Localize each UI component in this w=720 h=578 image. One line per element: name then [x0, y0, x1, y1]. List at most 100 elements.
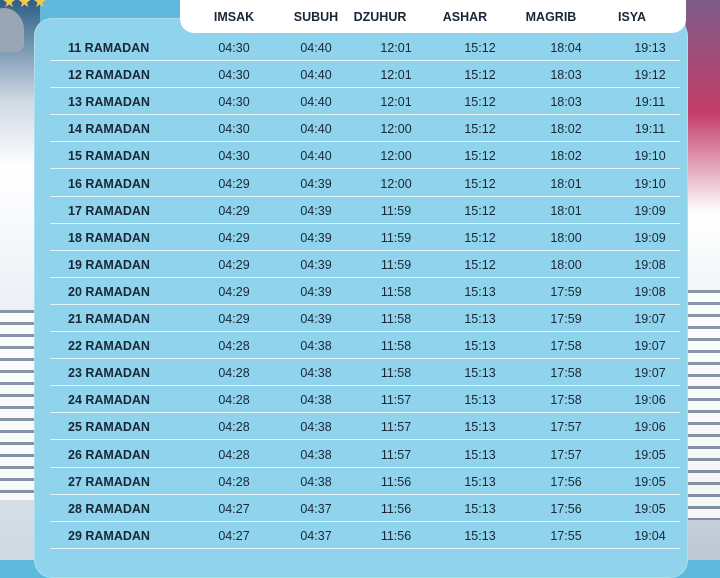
table-row: 12 RAMADAN 04:30 04:40 12:01 15:12 18:03 19:12: [50, 60, 680, 89]
time-magrib: 18:02: [550, 122, 582, 137]
time-subuh: 04:39: [300, 257, 332, 272]
time-subuh: 04:40: [300, 41, 332, 55]
time-ashar: 15:13: [464, 528, 496, 543]
time-dzuhur: 12:01: [380, 95, 412, 110]
table-row: 16 RAMADAN 04:29 04:39 12:00 15:12 18:01 19:10: [50, 169, 680, 197]
time-dzuhur: 12:00: [380, 122, 412, 137]
time-imsak: 04:29: [218, 284, 250, 299]
time-dzuhur: 12:00: [380, 149, 412, 164]
time-ashar: 15:12: [464, 122, 496, 137]
time-ashar: 15:13: [464, 474, 496, 489]
time-imsak: 04:29: [218, 230, 250, 245]
time-dzuhur: 11:58: [380, 339, 412, 354]
time-subuh: 04:38: [300, 339, 332, 354]
time-isya: 19:07: [634, 366, 666, 381]
day-label: 12 RAMADAN: [68, 68, 150, 83]
time-subuh: 04:38: [300, 366, 332, 381]
time-ashar: 15:12: [464, 257, 496, 272]
time-subuh: 04:38: [300, 420, 332, 435]
time-magrib: 18:03: [550, 95, 582, 110]
time-subuh: 04:40: [300, 95, 332, 110]
day-label: 28 RAMADAN: [68, 501, 150, 516]
time-dzuhur: 11:56: [380, 528, 412, 543]
time-isya: 19:07: [634, 339, 666, 354]
time-imsak: 04:28: [218, 447, 250, 462]
header-ashar: ASHAR: [442, 10, 488, 24]
day-label: 16 RAMADAN: [68, 176, 150, 191]
day-label: 19 RAMADAN: [68, 257, 150, 272]
time-imsak: 04:27: [218, 528, 250, 543]
time-ashar: 15:13: [464, 366, 496, 381]
schedule-table: [34, 18, 688, 578]
time-ashar: 15:12: [464, 95, 496, 110]
time-isya: 19:06: [634, 420, 666, 435]
time-magrib: 17:56: [550, 474, 582, 489]
day-label: 22 RAMADAN: [68, 339, 150, 354]
table-row: 11 RAMADAN 04:30 04:40 12:01 15:12 18:04 19:13: [50, 33, 680, 61]
time-ashar: 15:13: [464, 501, 496, 516]
time-isya: 19:09: [634, 203, 666, 218]
time-ashar: 15:12: [464, 68, 496, 83]
time-isya: 19:08: [634, 284, 666, 299]
time-isya: 19:10: [634, 176, 666, 191]
day-label: 24 RAMADAN: [68, 393, 150, 408]
table-row: 25 RAMADAN 04:28 04:38 11:57 15:13 17:57 19:06: [50, 412, 680, 441]
day-label: 25 RAMADAN: [68, 420, 150, 435]
time-magrib: 17:57: [550, 447, 582, 462]
time-subuh: 04:38: [300, 393, 332, 408]
time-isya: 19:11: [634, 122, 666, 137]
time-imsak: 04:30: [218, 149, 250, 164]
day-label: 23 RAMADAN: [68, 366, 150, 381]
day-label: 29 RAMADAN: [68, 528, 150, 543]
time-magrib: 18:02: [550, 149, 582, 164]
time-ashar: 15:13: [464, 420, 496, 435]
table-row: 28 RAMADAN 04:27 04:37 11:56 15:13 17:56 19:05: [50, 494, 680, 522]
time-ashar: 15:12: [464, 149, 496, 164]
table-row: 29 RAMADAN 04:27 04:37 11:56 15:13 17:55 19:04: [50, 521, 680, 549]
header-pill: [180, 0, 686, 33]
time-dzuhur: 11:58: [380, 366, 412, 381]
mosque-left-decoration: [0, 0, 40, 560]
day-label: 17 RAMADAN: [68, 203, 150, 218]
time-magrib: 18:00: [550, 257, 582, 272]
time-isya: 19:12: [634, 68, 666, 83]
time-subuh: 04:40: [300, 68, 332, 83]
time-isya: 19:05: [634, 447, 666, 462]
time-ashar: 15:12: [464, 203, 496, 218]
table-row: 19 RAMADAN 04:29 04:39 11:59 15:12 18:00 19:08: [50, 250, 680, 278]
time-magrib: 18:00: [550, 230, 582, 245]
time-ashar: 15:13: [464, 393, 496, 408]
time-subuh: 04:37: [300, 528, 332, 543]
time-magrib: 18:03: [550, 68, 582, 83]
time-subuh: 04:38: [300, 447, 332, 462]
time-magrib: 18:01: [550, 203, 582, 218]
time-subuh: 04:39: [300, 312, 332, 326]
time-magrib: 18:01: [550, 176, 582, 191]
time-imsak: 04:29: [218, 203, 250, 218]
time-imsak: 04:28: [218, 393, 250, 408]
time-imsak: 04:29: [218, 312, 250, 326]
time-imsak: 04:28: [218, 474, 250, 489]
table-row: 24 RAMADAN 04:28 04:38 11:57 15:13 17:58 19:06: [50, 385, 680, 414]
time-ashar: 15:12: [464, 230, 496, 245]
header-dzuhur: DZUHUR: [353, 10, 407, 24]
time-isya: 19:04: [634, 528, 666, 543]
time-magrib: 18:04: [550, 41, 582, 55]
time-dzuhur: 11:58: [380, 312, 412, 326]
table-row: 15 RAMADAN 04:30 04:40 12:00 15:12 18:02 19:10: [50, 141, 680, 170]
time-dzuhur: 11:58: [380, 284, 412, 299]
day-label: 26 RAMADAN: [68, 447, 150, 462]
time-ashar: 15:13: [464, 312, 496, 326]
table-row: 13 RAMADAN 04:30 04:40 12:01 15:12 18:03 19:11: [50, 87, 680, 116]
time-magrib: 17:57: [550, 420, 582, 435]
table-row: 23 RAMADAN 04:28 04:38 11:58 15:13 17:58 19:07: [50, 358, 680, 387]
time-isya: 19:13: [634, 41, 666, 55]
time-dzuhur: 12:00: [380, 176, 412, 191]
time-isya: 19:10: [634, 149, 666, 164]
time-imsak: 04:30: [218, 95, 250, 110]
table-row: 21 RAMADAN 04:29 04:39 11:58 15:13 17:59 19:07: [50, 304, 680, 332]
mosque-stripes-left: [0, 310, 40, 500]
time-subuh: 04:39: [300, 203, 332, 218]
time-magrib: 17:59: [550, 312, 582, 326]
day-label: 18 RAMADAN: [68, 230, 150, 245]
